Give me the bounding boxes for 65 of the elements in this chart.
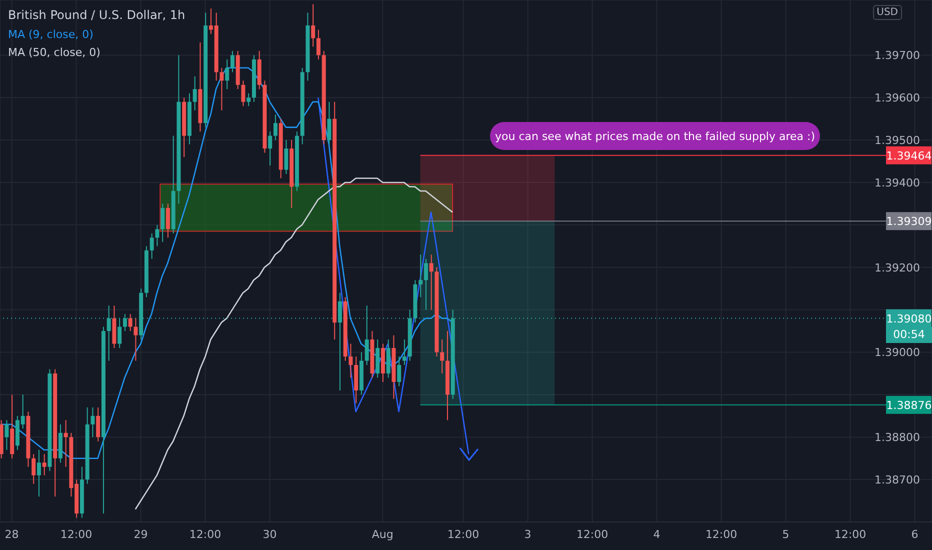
x-tick-label: 12:00: [60, 528, 92, 541]
candlestick: [134, 318, 138, 362]
candlestick: [160, 203, 165, 242]
candlestick: [440, 339, 444, 374]
y-tick-label: 1.38800: [874, 431, 920, 444]
candlestick: [155, 224, 160, 247]
candlestick: [64, 420, 68, 468]
x-tick-label: 28: [4, 528, 19, 541]
y-tick-label: 1.39000: [874, 346, 920, 360]
y-tick-label: 1.38700: [874, 473, 920, 486]
line-series: [134, 178, 454, 510]
y-tick-label: 1.39600: [874, 92, 920, 105]
candlestick: [246, 92, 251, 107]
ref-line-label: 1.39080: [886, 312, 932, 326]
text: British Pound / U.S. Dollar, 1h: [8, 8, 186, 22]
candlestick: [273, 114, 278, 141]
candlestick: [90, 406, 95, 438]
text: MA (9, close, 0): [8, 27, 94, 43]
candlestick: [128, 314, 132, 332]
x-tick-label: 4: [653, 528, 660, 541]
y-tick-label: 1.39400: [874, 176, 920, 190]
candlestick: [230, 50, 234, 73]
x-tick-label: 5: [782, 528, 790, 541]
candlestick: [241, 80, 246, 107]
candlestick: [96, 406, 100, 442]
ref-line-label: 1.39464: [886, 149, 932, 162]
x-tick-label: 3: [524, 528, 532, 541]
candlestick: [311, 4, 316, 48]
candlestick: [150, 232, 154, 260]
x-tick-label: 12:00: [189, 528, 222, 541]
x-tick-label: 12:00: [447, 528, 480, 541]
candlestick: [316, 29, 320, 60]
candlestick: [402, 339, 406, 366]
annotation: you can see what prices made on the failed supply area :): [490, 122, 820, 150]
candlestick: [268, 131, 272, 166]
candlestick: [192, 76, 197, 111]
candlestick: [429, 254, 434, 310]
x-tick-label: 29: [134, 528, 148, 541]
candlestick: [418, 254, 423, 298]
candlestick: [4, 420, 9, 450]
candlestick: [220, 67, 224, 111]
annotation: 00:54: [886, 327, 932, 344]
candlestick: [424, 258, 428, 310]
x-tick-label: 6: [911, 528, 918, 541]
x-tick-label: 12:00: [576, 528, 608, 541]
ref-line-label: 1.38876: [886, 398, 932, 412]
y-tick-label: 1.39200: [874, 261, 920, 274]
y-tick-label: 1.39700: [874, 49, 920, 62]
candlestick: [348, 343, 353, 378]
candlestick: [225, 58, 230, 90]
y-tick-label: 1.39500: [874, 134, 920, 147]
x-tick-label: 12:00: [705, 528, 738, 541]
x-tick-label: 30: [262, 528, 277, 541]
text: MA (50, close, 0): [8, 45, 100, 61]
candlestick: [397, 356, 402, 387]
candlestick: [42, 454, 46, 476]
y-axis-title: USD: [872, 5, 902, 20]
x-tick-label: Aug: [372, 528, 394, 541]
candlestick: [284, 140, 288, 174]
x-tick-label: 12:00: [834, 528, 866, 541]
candlestick: [166, 203, 170, 238]
candlestick: [36, 449, 41, 498]
candlestick: [32, 454, 36, 484]
candlestick: [327, 101, 332, 145]
ref-line-label: 1.39309: [886, 215, 932, 228]
